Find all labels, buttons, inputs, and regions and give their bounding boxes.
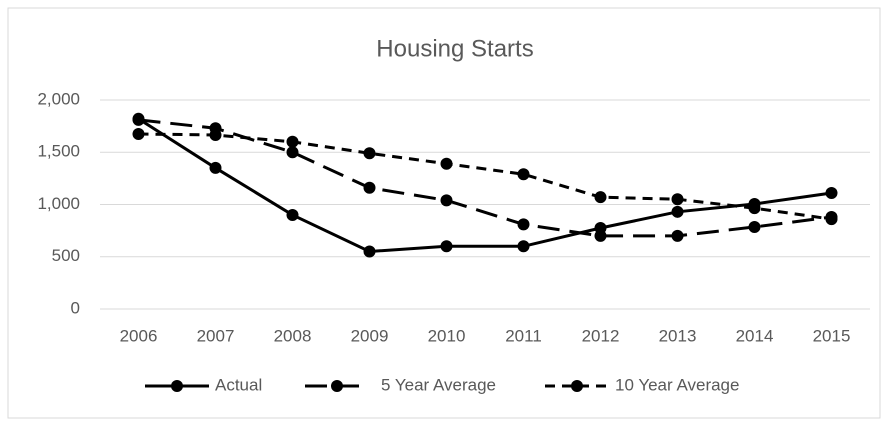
point [440, 194, 453, 207]
y-tick-label: 1,500 [37, 142, 80, 161]
x-tick-label: 2008 [274, 326, 312, 345]
legend-label: 10 Year Average [615, 375, 739, 394]
point [440, 240, 453, 253]
point [363, 181, 376, 194]
point [132, 127, 145, 140]
x-tick-label: 2012 [582, 326, 620, 345]
legend-marker [571, 380, 583, 392]
x-tick-label: 2014 [736, 326, 774, 345]
point [594, 229, 607, 242]
point [517, 240, 530, 253]
legend-label: Actual [215, 375, 262, 394]
x-tick-label: 2010 [428, 326, 466, 345]
point [671, 205, 684, 218]
point [748, 202, 761, 215]
point [671, 229, 684, 242]
x-tick-label: 2006 [120, 326, 158, 345]
point [517, 218, 530, 231]
legend-label: 5 Year Average [381, 375, 496, 394]
x-tick-label: 2007 [197, 326, 235, 345]
y-tick-label: 2,000 [37, 89, 80, 108]
series-line [138, 118, 832, 238]
point [671, 193, 684, 206]
point [209, 129, 222, 142]
legend-marker [171, 380, 183, 392]
x-tick-label: 2009 [351, 326, 389, 345]
point [286, 208, 299, 221]
point [825, 187, 838, 200]
point [594, 191, 607, 204]
point [440, 157, 453, 170]
series-line [138, 132, 832, 221]
legend-marker [331, 380, 343, 392]
chart-border [7, 7, 881, 419]
chart-title: Housing Starts [376, 35, 533, 62]
point [517, 168, 530, 181]
y-tick-label: 1,000 [37, 194, 80, 213]
point [825, 213, 838, 226]
x-tick-label: 2011 [505, 326, 542, 345]
point [748, 220, 761, 233]
y-tick-label: 500 [52, 246, 80, 265]
point [286, 146, 299, 159]
point [209, 161, 222, 174]
y-tick-label: 0 [71, 298, 80, 317]
point [132, 113, 145, 126]
point [363, 245, 376, 258]
point [363, 147, 376, 160]
point [286, 135, 299, 148]
x-tick-label: 2013 [659, 326, 697, 345]
series-line [137, 117, 832, 254]
x-tick-label: 2015 [813, 326, 851, 345]
